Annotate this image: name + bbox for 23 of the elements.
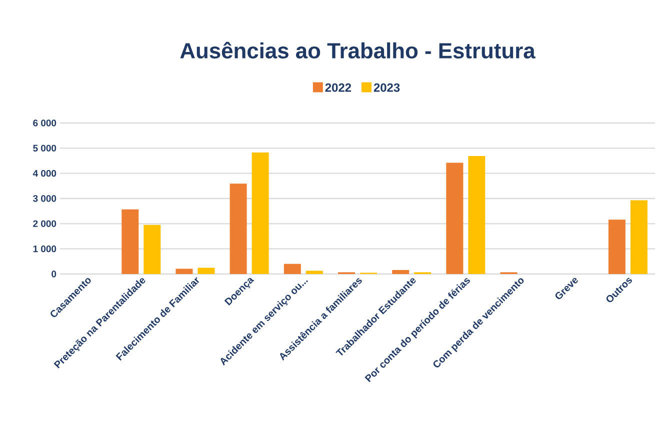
- y-tick-label: 5 000: [33, 144, 56, 152]
- legend-label: 2022: [325, 83, 352, 92]
- bar: [392, 270, 410, 274]
- bar: [198, 268, 215, 274]
- y-tick-label: 0: [52, 270, 56, 278]
- bar: [306, 270, 323, 274]
- bar: [630, 200, 648, 274]
- chart-title: Ausências ao Trabalho - Estrutura: [180, 42, 536, 59]
- bar: [608, 220, 626, 274]
- y-tick-label: 2 000: [33, 220, 56, 228]
- bar: [144, 224, 161, 274]
- bar: [176, 268, 193, 274]
- bar: [122, 209, 139, 274]
- legend-label: 2023: [374, 83, 400, 92]
- y-tick-label: 4 000: [32, 170, 56, 177]
- y-tick-label: 6 000: [33, 120, 56, 126]
- bar: [252, 152, 269, 274]
- bar: [446, 162, 464, 274]
- y-tick-label: 3 000: [33, 195, 56, 202]
- bar: [284, 264, 301, 274]
- y-tick-label: 1 000: [33, 245, 56, 252]
- bar: [468, 156, 486, 274]
- bar: [230, 184, 247, 274]
